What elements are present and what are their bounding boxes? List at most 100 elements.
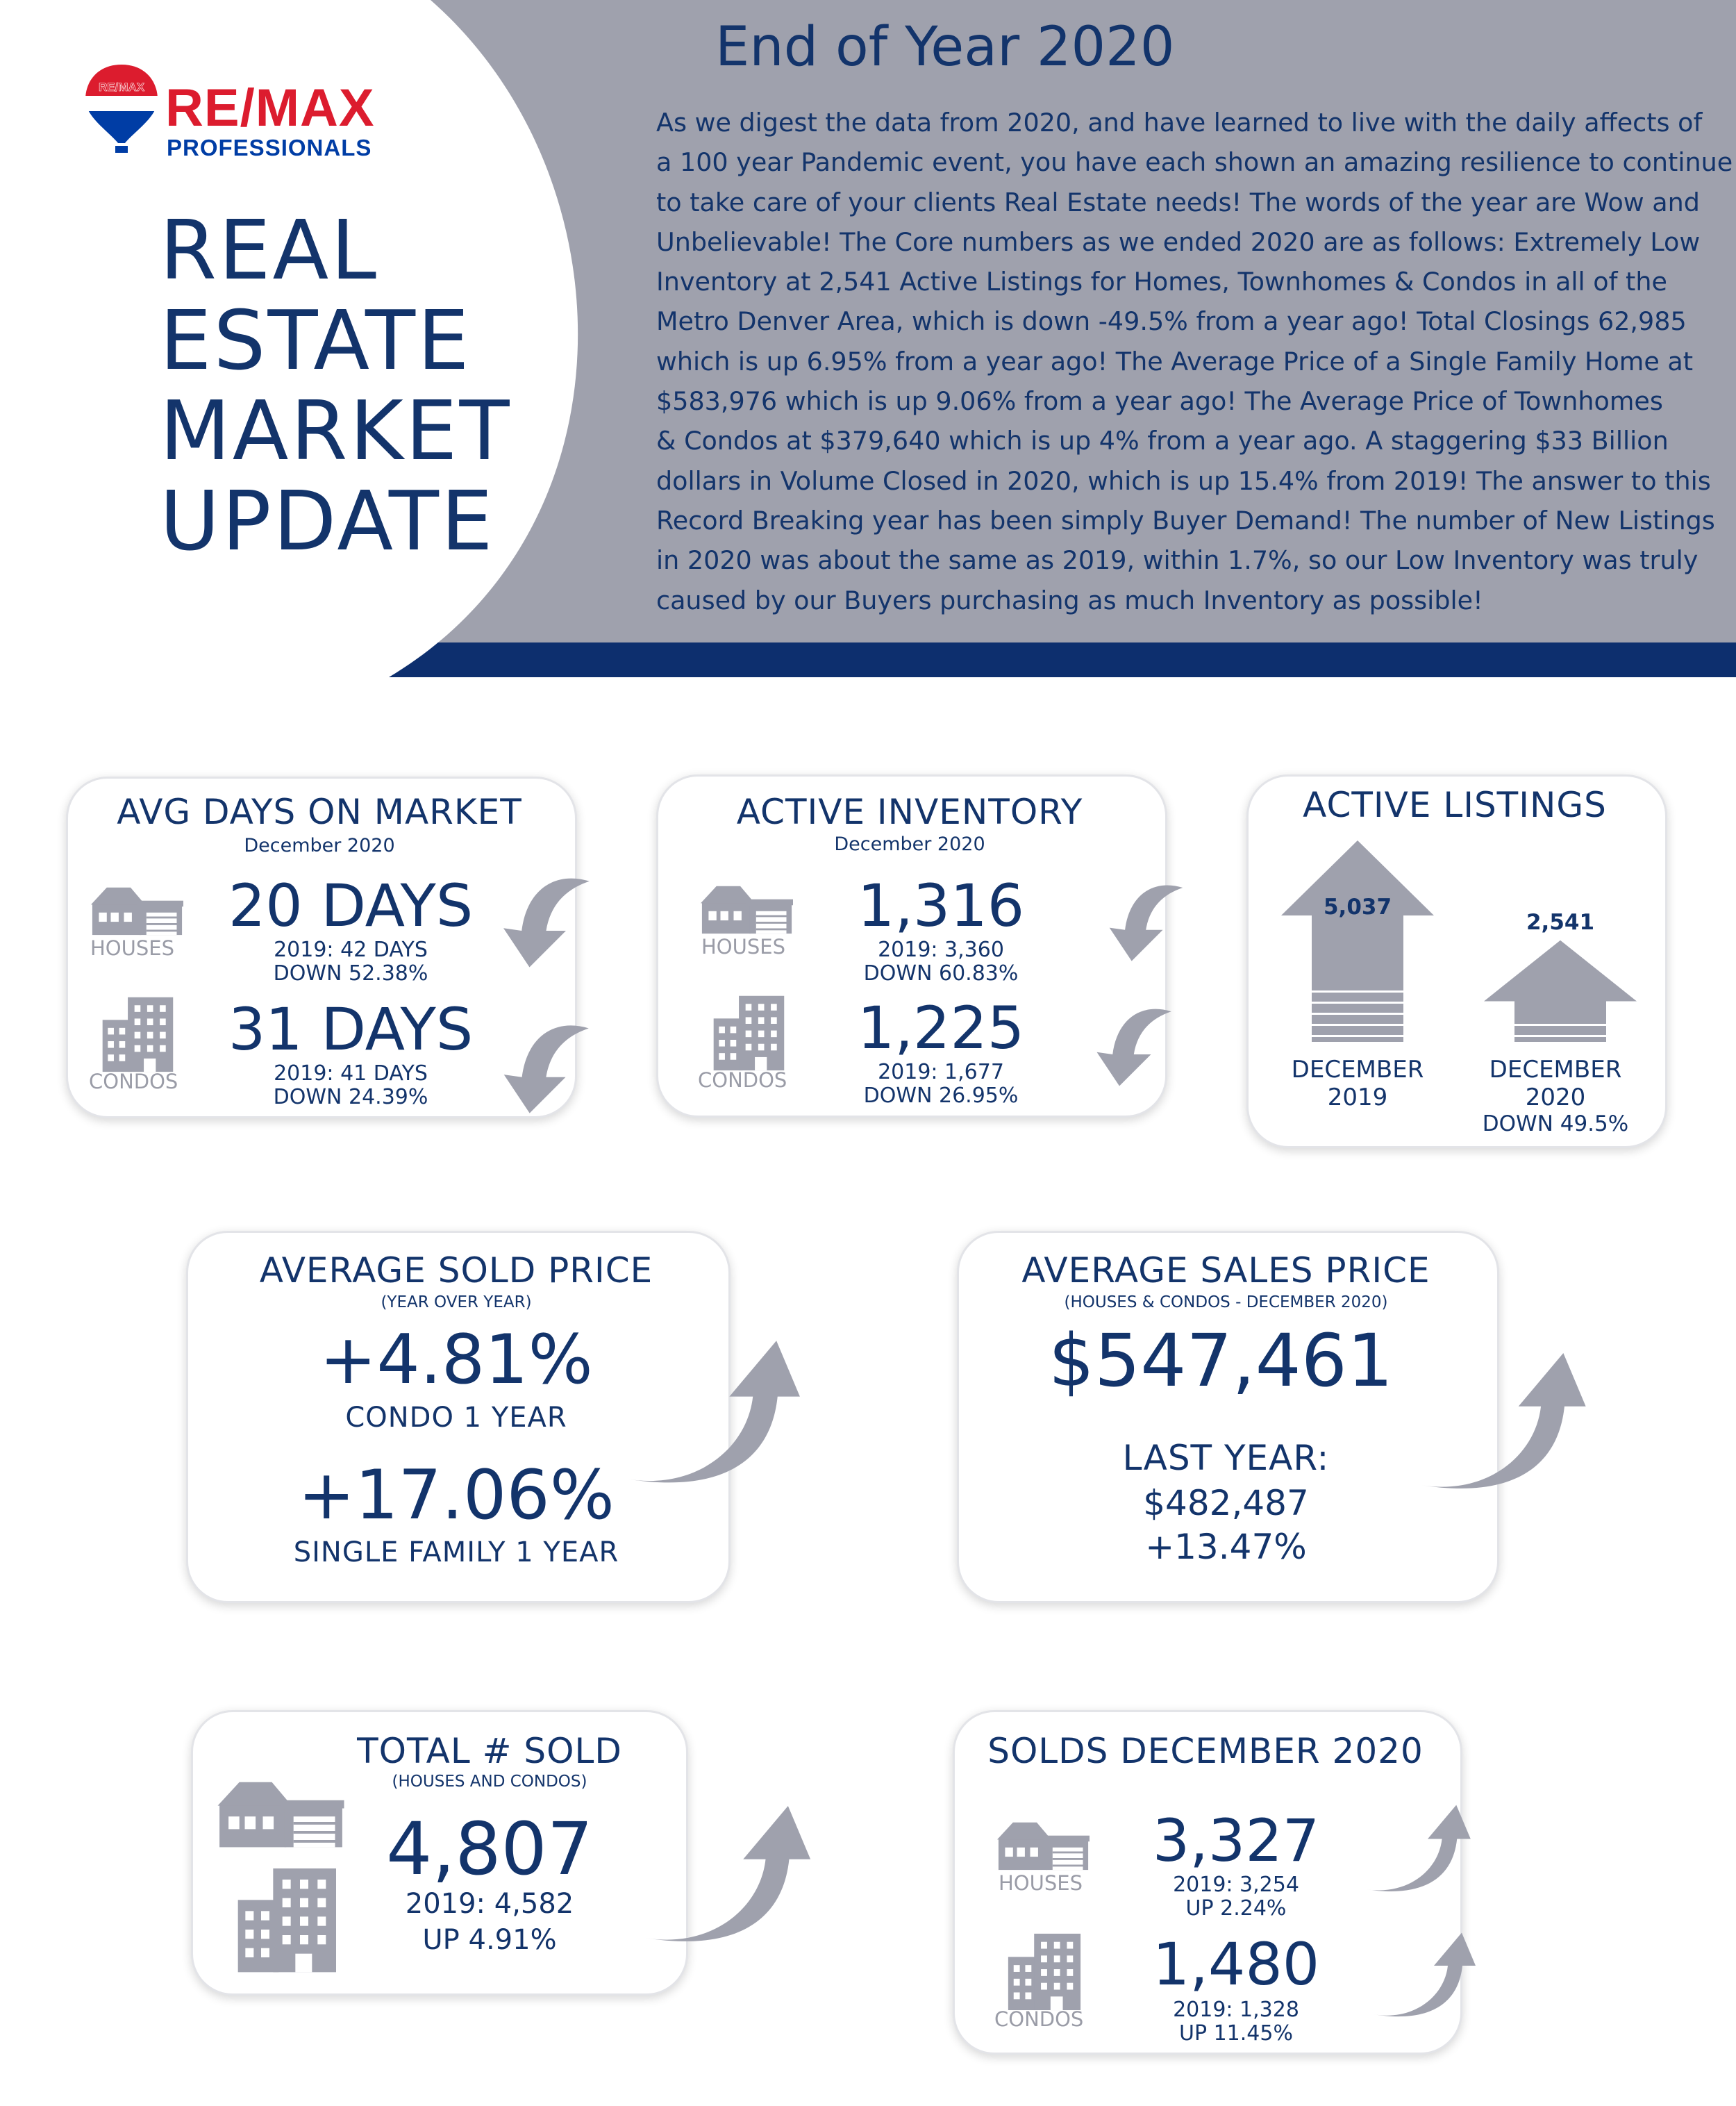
listing-arrow-bar [1484, 940, 1637, 1042]
listings-title: ACTIVE LISTINGS [1303, 785, 1607, 825]
total-sold-change: UP 4.91% [422, 1924, 557, 1956]
card-average-sold-price [186, 1231, 731, 1603]
condos-label: CONDOS [89, 1070, 178, 1093]
bar-2019-label-line1: DECEMBER [1291, 1056, 1424, 1084]
inventory-houses-change: DOWN 60.83% [863, 961, 1019, 986]
days-condos-prior: 2019: 41 DAYS [274, 1061, 428, 1086]
intro-line: $583,976 which is up 9.06% from a year a… [656, 386, 1663, 417]
inventory-subtitle: December 2020 [834, 834, 985, 855]
house-icon [90, 884, 184, 936]
intro-line: dollars in Volume Closed in 2020, which … [656, 465, 1711, 496]
total-sold-value: 4,807 [386, 1807, 593, 1891]
up-arrow-icon [611, 1338, 812, 1491]
sales-price-change: +13.47% [1145, 1527, 1307, 1567]
sales-price-subtitle: (HOUSES & CONDOS - DECEMBER 2020) [1064, 1293, 1388, 1311]
intro-line: Record Breaking year has been simply Buy… [656, 505, 1715, 536]
single-family-change-label: SINGLE FAMILY 1 YEAR [293, 1536, 619, 1568]
hero-line-2: ESTATE [160, 292, 471, 388]
inventory-condos-value: 1,225 [857, 994, 1025, 1062]
houses-label: HOUSES [90, 936, 174, 960]
house-icon [996, 1818, 1090, 1871]
bar-2020-value: 2,541 [1526, 910, 1595, 935]
hero-line-4: UPDATE [160, 473, 495, 569]
bar-stripe [1514, 1024, 1606, 1026]
house-icon [217, 1777, 345, 1849]
card-average-sales-price [957, 1231, 1499, 1603]
last-year-value: $482,487 [1143, 1483, 1309, 1523]
sold-price-title: AVERAGE SOLD PRICE [259, 1250, 653, 1291]
inventory-houses-prior: 2019: 3,360 [878, 938, 1004, 962]
total-sold-subtitle: (HOUSES AND CONDOS) [392, 1773, 587, 1791]
solds-title: SOLDS DECEMBER 2020 [987, 1731, 1424, 1771]
single-family-change-value: +17.06% [298, 1456, 615, 1535]
days-houses-prior: 2019: 42 DAYS [274, 938, 428, 962]
solds-houses-value: 3,327 [1152, 1807, 1320, 1875]
days-subtitle: December 2020 [244, 835, 395, 856]
up-arrow-icon [1353, 1803, 1481, 1896]
condo-icon [231, 1863, 342, 1974]
intro-line: Metro Denver Area, which is down -49.5% … [656, 306, 1687, 337]
inventory-condos-prior: 2019: 1,677 [878, 1060, 1004, 1084]
down-arrow-icon [479, 868, 601, 972]
bar-stripe [1312, 1035, 1403, 1037]
total-sold-title: TOTAL # SOLD [357, 1731, 622, 1771]
days-houses-value: 20 DAYS [228, 872, 474, 940]
balloon-logo-icon: RE/MAX [85, 65, 158, 153]
down-arrow-icon [1080, 877, 1201, 965]
days-condos-value: 31 DAYS [228, 995, 474, 1063]
hero-line-1: REAL [160, 202, 379, 298]
up-arrow-icon [1396, 1350, 1608, 1496]
down-arrow-icon [1066, 1000, 1191, 1091]
hero-title: REAL ESTATE MARKET UPDATE [160, 205, 512, 566]
condo-icon [708, 992, 788, 1072]
intro-line: a 100 year Pandemic event, you have each… [656, 147, 1733, 178]
days-title: AVG DAYS ON MARKET [117, 792, 522, 832]
listing-arrow-bar [1281, 840, 1434, 1042]
bar-2020-label-line1: DECEMBER [1489, 1056, 1622, 1084]
sales-price-value: $547,461 [1048, 1318, 1394, 1403]
bar-2020-label-line2: 2020 [1525, 1084, 1586, 1111]
sold-price-subtitle: (YEAR OVER YEAR) [381, 1293, 532, 1311]
hero-line-3: MARKET [160, 383, 512, 479]
bar-stripe [1312, 1013, 1403, 1015]
brand-subtitle: PROFESSIONALS [167, 135, 372, 160]
page-title: End of Year 2020 [715, 16, 1175, 78]
svg-text:RE/MAX: RE/MAX [99, 81, 145, 94]
inventory-title: ACTIVE INVENTORY [736, 792, 1083, 832]
total-sold-prior: 2019: 4,582 [405, 1888, 574, 1920]
bar-2020-note: DOWN 49.5% [1482, 1111, 1629, 1136]
up-arrow-icon [1358, 1931, 1489, 2021]
days-houses-change: DOWN 52.38% [273, 961, 428, 986]
intro-line: As we digest the data from 2020, and hav… [656, 108, 1703, 138]
bar-stripe [1312, 990, 1403, 993]
intro-line: Unbelievable! The Core numbers as we end… [656, 226, 1701, 257]
intro-line: which is up 6.95% from a year ago! The A… [656, 346, 1694, 376]
solds-condos-change: UP 11.45% [1179, 2021, 1293, 2046]
solds-houses-prior: 2019: 3,254 [1173, 1873, 1299, 1897]
bar-2019-label-line2: 2019 [1327, 1084, 1388, 1111]
house-icon [700, 882, 794, 935]
intro-line: Inventory at 2,541 Active Listings for H… [656, 267, 1667, 297]
houses-label: HOUSES [701, 935, 785, 959]
condo-icon [97, 993, 177, 1073]
bar-2019-value: 5,037 [1323, 895, 1392, 920]
up-arrow-icon [622, 1803, 831, 1949]
bar-2020 [1484, 940, 1637, 1042]
solds-houses-change: UP 2.24% [1185, 1896, 1287, 1921]
inventory-houses-value: 1,316 [857, 872, 1025, 940]
bar-stripe [1312, 1002, 1403, 1004]
bar-2019 [1281, 840, 1434, 1042]
down-arrow-icon [479, 1015, 601, 1118]
condos-label: CONDOS [994, 2007, 1084, 2031]
houses-label: HOUSES [999, 1871, 1083, 1895]
brand-name: RE/MAX [165, 78, 375, 138]
inventory-condos-change: DOWN 26.95% [863, 1084, 1019, 1108]
intro-line: to take care of your clients Real Estate… [656, 187, 1700, 217]
solds-condos-prior: 2019: 1,328 [1173, 1998, 1299, 2022]
days-condos-change: DOWN 24.39% [273, 1085, 428, 1109]
last-year-label: LAST YEAR: [1122, 1438, 1330, 1478]
solds-condos-value: 1,480 [1152, 1930, 1320, 1998]
card-active-listings [1246, 774, 1667, 1148]
condo-icon [1003, 1930, 1085, 2012]
active-listings-bars [1281, 840, 1637, 1042]
